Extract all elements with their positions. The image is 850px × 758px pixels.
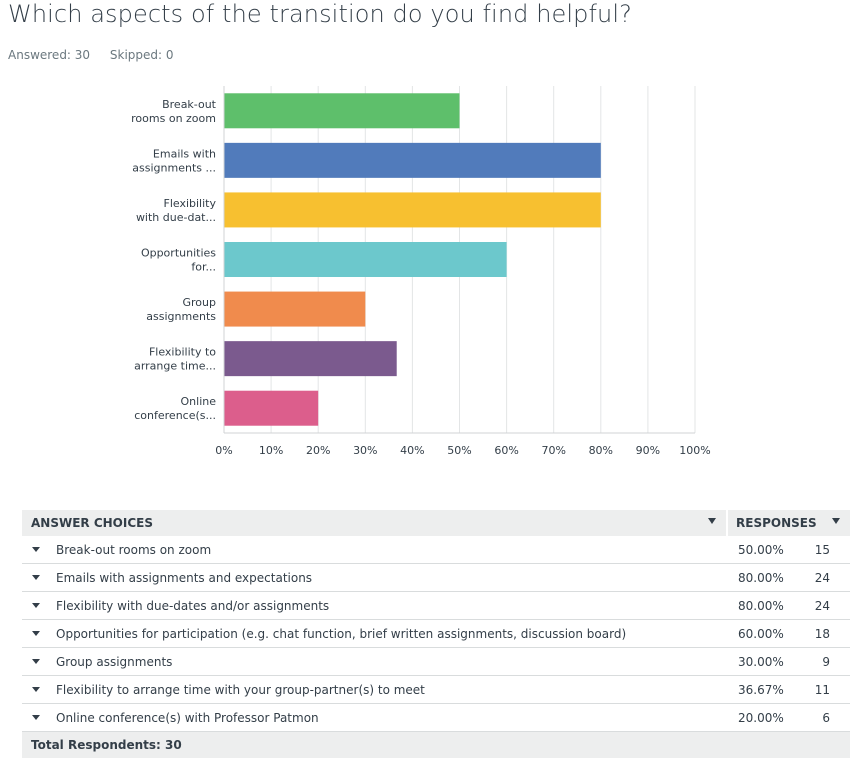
bar-chart: 0% 10% 20% 30% 40% 50% 60% 70% 80% 90% 100% Break-o… bbox=[131, 86, 711, 457]
answer-choice-label: Emails with assignments and expectations bbox=[56, 570, 313, 585]
x-tick-label: 70% bbox=[541, 444, 565, 457]
table-row[interactable]: Group assignments 30.00% 9 bbox=[22, 648, 850, 676]
table-body: Break-out rooms on zoom 50.00% 15 Emails wi… bbox=[22, 536, 850, 732]
sort-arrow-icon[interactable] bbox=[708, 518, 716, 524]
category-label: for... bbox=[191, 261, 216, 274]
category-label: arrange time... bbox=[134, 360, 216, 373]
answer-choice: Online conference(s) with Professor Patm… bbox=[22, 711, 728, 725]
category-label: Flexibility to bbox=[149, 346, 216, 359]
response-percent: 80.00% bbox=[738, 570, 784, 585]
table-row[interactable]: Flexibility to arrange time with your gr… bbox=[22, 676, 850, 704]
total-respondents: Total Respondents: 30 bbox=[22, 732, 850, 758]
expand-arrow-icon[interactable] bbox=[32, 686, 40, 692]
response-count[interactable]: 11 bbox=[814, 682, 830, 697]
x-tick-label: 80% bbox=[589, 444, 613, 457]
category-label: rooms on zoom bbox=[131, 112, 216, 125]
response-count[interactable]: 18 bbox=[814, 626, 830, 641]
category-label: Online bbox=[181, 395, 217, 408]
x-tick-label: 10% bbox=[259, 444, 283, 457]
responses-header-label: RESPONSES bbox=[736, 516, 817, 530]
table-row[interactable]: Emails with assignments and expectations… bbox=[22, 564, 850, 592]
expand-arrow-icon[interactable] bbox=[32, 602, 40, 608]
answer-choices-header[interactable]: ANSWER CHOICES bbox=[22, 510, 728, 536]
question-title: Which aspects of the transition do you f… bbox=[8, 0, 632, 28]
table-row[interactable]: Break-out rooms on zoom 50.00% 15 bbox=[22, 536, 850, 564]
answer-choice: Emails with assignments and expectations bbox=[22, 571, 728, 585]
expand-arrow-icon[interactable] bbox=[32, 714, 40, 720]
response-percent: 60.00% bbox=[738, 626, 784, 641]
answer-choice-label: Break-out rooms on zoom bbox=[56, 542, 212, 557]
bar bbox=[224, 390, 319, 426]
category-label: Flexibility bbox=[164, 197, 217, 210]
answer-choice: Flexibility with due-dates and/or assign… bbox=[22, 599, 728, 613]
bar bbox=[224, 93, 460, 129]
table-header: ANSWER CHOICES RESPONSES bbox=[22, 510, 850, 536]
bar bbox=[224, 341, 397, 377]
answer-choice: Opportunities for participation (e.g. ch… bbox=[22, 627, 728, 641]
x-tick-label: 0% bbox=[215, 444, 232, 457]
table-row[interactable]: Online conference(s) with Professor Patm… bbox=[22, 704, 850, 732]
expand-arrow-icon[interactable] bbox=[32, 630, 40, 636]
bar bbox=[224, 242, 507, 277]
answer-choice-label: Online conference(s) with Professor Patm… bbox=[56, 710, 319, 725]
response-percent: 80.00% bbox=[738, 598, 784, 613]
answer-choice: Group assignments bbox=[22, 655, 728, 669]
category-label: Emails with bbox=[153, 147, 216, 160]
x-tick-label: 30% bbox=[353, 444, 377, 457]
category-label: assignments bbox=[146, 310, 216, 323]
answer-choice: Break-out rooms on zoom bbox=[22, 543, 728, 557]
category-label: Group bbox=[183, 296, 217, 309]
answer-choice: Flexibility to arrange time with your gr… bbox=[22, 683, 728, 697]
x-tick-label: 100% bbox=[679, 444, 710, 457]
x-tick-label: 20% bbox=[306, 444, 330, 457]
response-count[interactable]: 15 bbox=[814, 542, 830, 557]
answered-count: Answered: 30 bbox=[8, 48, 91, 62]
response-count[interactable]: 9 bbox=[822, 654, 830, 669]
answer-choice-label: Flexibility with due-dates and/or assign… bbox=[56, 598, 330, 613]
bar bbox=[224, 291, 366, 327]
expand-arrow-icon[interactable] bbox=[32, 574, 40, 580]
category-label: with due-dat... bbox=[136, 211, 216, 224]
responses-header[interactable]: RESPONSES bbox=[728, 510, 850, 536]
table-row[interactable]: Opportunities for participation (e.g. ch… bbox=[22, 620, 850, 648]
bar bbox=[224, 142, 601, 178]
category-label: Break-out bbox=[162, 98, 217, 111]
category-label: Opportunities bbox=[141, 247, 216, 260]
x-tick-label: 50% bbox=[447, 444, 471, 457]
response-percent: 50.00% bbox=[738, 542, 784, 557]
response-count[interactable]: 24 bbox=[814, 598, 830, 613]
expand-arrow-icon[interactable] bbox=[32, 658, 40, 664]
answer-choice-label: Group assignments bbox=[56, 654, 173, 669]
expand-arrow-icon[interactable] bbox=[32, 546, 40, 552]
x-tick-label: 90% bbox=[636, 444, 660, 457]
category-label: conference(s... bbox=[134, 409, 216, 422]
answer-choice-label: Flexibility to arrange time with your gr… bbox=[56, 682, 425, 697]
table-row[interactable]: Flexibility with due-dates and/or assign… bbox=[22, 592, 850, 620]
response-summary: Answered: 30 Skipped: 0 bbox=[8, 48, 174, 62]
x-tick-label: 40% bbox=[400, 444, 424, 457]
response-percent: 36.67% bbox=[738, 682, 784, 697]
response-percent: 20.00% bbox=[738, 710, 784, 725]
response-count[interactable]: 6 bbox=[822, 710, 830, 725]
response-percent: 30.00% bbox=[738, 654, 784, 669]
sort-arrow-icon[interactable] bbox=[832, 518, 840, 524]
response-count[interactable]: 24 bbox=[814, 570, 830, 585]
category-label: assignments ... bbox=[132, 161, 216, 174]
skipped-count: Skipped: 0 bbox=[109, 48, 174, 62]
answer-table: ANSWER CHOICES RESPONSES Break-out rooms… bbox=[22, 510, 850, 758]
answer-choices-header-label: ANSWER CHOICES bbox=[31, 516, 153, 530]
bar bbox=[224, 192, 601, 228]
answer-choice-label: Opportunities for participation (e.g. ch… bbox=[56, 626, 627, 641]
x-tick-label: 60% bbox=[494, 444, 518, 457]
